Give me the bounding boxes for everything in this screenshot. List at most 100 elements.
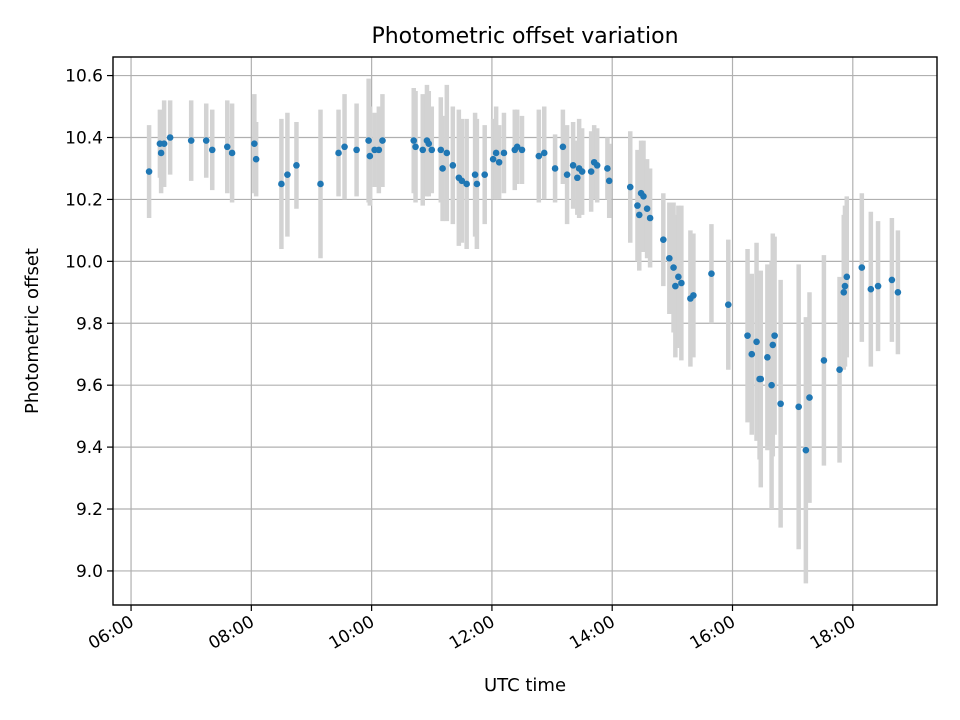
data-point [353,146,360,154]
data-point [836,366,843,374]
data-point [551,165,559,172]
y-tick-label: 10.4 [65,128,103,148]
data-point [757,375,765,383]
y-tick-label: 9.4 [76,438,103,458]
data-point [419,146,427,154]
data-point [443,149,451,157]
data-point [160,140,168,147]
x-axis-label: UTC time [484,675,566,696]
data-point [748,350,756,358]
data-point [412,143,419,151]
data-point [626,183,634,191]
data-point [840,288,848,296]
data-point [293,162,300,169]
grid [113,57,937,605]
data-point [425,140,433,147]
data-point [365,137,372,144]
data-point [379,137,386,144]
data-point [518,146,526,154]
data-point [802,446,810,454]
data-point [634,202,641,209]
data-point [481,171,489,178]
data-point [410,137,418,144]
y-tick-label: 10.6 [65,67,103,87]
data-point [666,254,673,262]
data-point [471,171,479,178]
data-points [145,134,902,454]
data-point [366,152,374,160]
data-point [157,149,165,157]
data-point [449,162,457,169]
data-point [223,143,231,151]
data-point [820,357,828,364]
data-point [228,149,236,157]
data-point [495,158,503,166]
data-point [744,332,751,339]
data-point [208,146,216,154]
y-tick-label: 9.2 [76,500,103,520]
data-point [251,140,258,147]
data-point [675,273,682,281]
data-point [317,180,324,188]
data-point [635,211,643,219]
data-point [587,168,595,175]
data-point [841,282,849,290]
data-point [145,168,153,175]
data-point [489,155,497,163]
y-axis-label: Photometric offset [22,248,43,414]
data-point [795,403,802,411]
data-point [437,146,445,154]
data-point [806,394,813,401]
data-point [439,165,446,172]
data-point [463,180,470,188]
data-point [335,149,342,157]
data-point [540,149,548,157]
data-point [777,400,784,408]
data-point [513,143,521,151]
data-point [753,338,760,346]
data-point [769,341,777,349]
data-point [593,162,601,169]
data-point [874,282,882,290]
data-point [187,137,195,144]
y-tick-label: 10.0 [65,252,103,272]
data-point [500,149,508,157]
y-axis: 9.0 9.2 9.4 9.6 9.8 10.0 10.2 10.4 10.6 [65,67,113,582]
data-point [888,276,896,284]
data-point [166,134,174,141]
data-point [640,193,647,200]
data-point [646,214,654,222]
data-point [569,162,577,169]
data-point [278,180,285,188]
data-point [690,292,697,299]
data-point [643,205,651,213]
data-point [843,273,851,281]
data-point [867,285,875,293]
data-point [458,177,466,185]
y-tick-label: 9.8 [76,314,103,334]
plot-frame [112,56,938,606]
data-point [535,152,543,160]
chart-title: Photometric offset variation [371,24,678,49]
data-point [574,174,581,182]
data-point [202,137,210,144]
data-point [672,282,679,290]
data-point [473,180,481,188]
data-point [252,155,260,163]
data-point [764,354,771,361]
data-point [428,146,436,154]
y-tick-label: 9.0 [76,562,103,582]
y-tick-label: 10.2 [65,190,103,210]
data-point [563,171,571,178]
data-point [771,332,778,339]
data-point [858,264,866,271]
data-point [492,149,500,157]
data-point [768,381,775,389]
data-point [284,171,291,178]
data-point [604,165,611,172]
data-point [708,270,715,278]
data-point [341,143,348,151]
data-point [578,168,586,175]
data-point [678,279,685,287]
